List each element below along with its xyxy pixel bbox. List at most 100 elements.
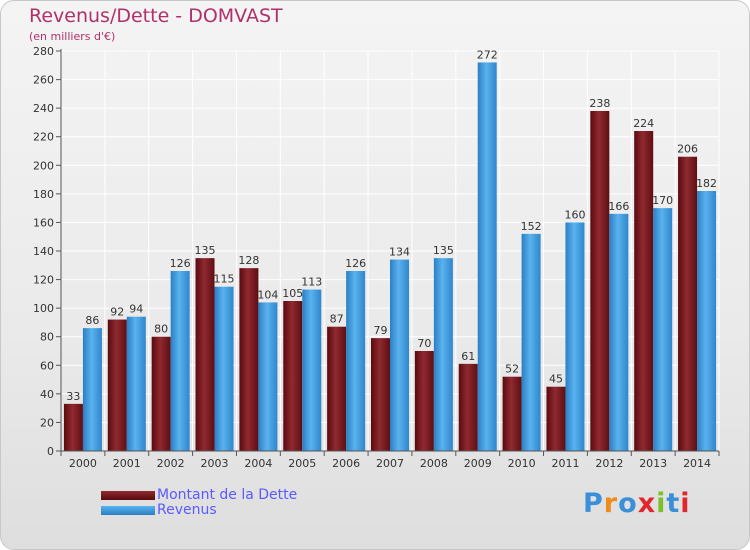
bar-debt bbox=[502, 376, 522, 451]
bar-debt bbox=[458, 363, 478, 451]
logo-letter: x bbox=[637, 488, 657, 519]
x-tick-label: 2014 bbox=[683, 457, 711, 470]
y-tick-label: 240 bbox=[33, 102, 54, 115]
data-label-debt: 33 bbox=[66, 390, 80, 403]
y-tick-label: 220 bbox=[33, 131, 54, 144]
bar-debt bbox=[634, 131, 654, 451]
data-label-debt: 105 bbox=[282, 287, 303, 300]
data-label-debt: 79 bbox=[374, 324, 388, 337]
x-tick-label: 2000 bbox=[69, 457, 97, 470]
x-tick-label: 2004 bbox=[244, 457, 272, 470]
x-tick-label: 2008 bbox=[420, 457, 448, 470]
y-axis: 0 20 40 60 80 100 120 140 160 180 200 220 240 260 280 bbox=[33, 45, 62, 458]
data-label-debt: 206 bbox=[677, 143, 698, 156]
data-label-revenue: 126 bbox=[170, 257, 191, 270]
y-tick-label: 40 bbox=[40, 388, 54, 401]
y-tick-label: 200 bbox=[33, 159, 54, 172]
x-tick-label: 2001 bbox=[113, 457, 141, 470]
data-label-debt: 52 bbox=[505, 363, 519, 376]
y-tick-label: 0 bbox=[47, 445, 54, 458]
bar-revenue bbox=[433, 258, 453, 451]
legend-item-debt: Montant de la Dette bbox=[101, 487, 297, 503]
y-tick-label: 80 bbox=[40, 331, 54, 344]
data-label-debt: 238 bbox=[589, 97, 610, 110]
bar-revenue bbox=[653, 208, 673, 451]
bar-revenue bbox=[126, 316, 146, 451]
data-label-revenue: 160 bbox=[564, 208, 585, 221]
y-tick-label: 160 bbox=[33, 216, 54, 229]
legend-label-debt: Montant de la Dette bbox=[157, 487, 298, 503]
bar-debt bbox=[195, 258, 215, 451]
legend-item-revenue: Revenus bbox=[101, 502, 217, 518]
bar-debt bbox=[327, 326, 347, 451]
data-label-debt: 70 bbox=[417, 337, 431, 350]
logo-letter: P bbox=[583, 488, 604, 519]
bar-revenue bbox=[609, 213, 629, 451]
bar-debt bbox=[283, 301, 303, 451]
y-tick-label: 140 bbox=[33, 245, 54, 258]
bar-revenue bbox=[82, 328, 102, 451]
logo-letter: r bbox=[603, 488, 619, 519]
x-tick-label: 2007 bbox=[376, 457, 404, 470]
logo-letter: t bbox=[666, 488, 681, 519]
bar-revenue bbox=[477, 62, 497, 452]
data-label-revenue: 113 bbox=[301, 276, 322, 289]
data-label-revenue: 135 bbox=[433, 244, 454, 257]
bar-revenue bbox=[170, 271, 190, 451]
data-label-revenue: 134 bbox=[389, 246, 410, 259]
x-tick-label: 2009 bbox=[464, 457, 492, 470]
bar-revenue bbox=[346, 271, 366, 451]
data-label-revenue: 126 bbox=[345, 257, 366, 270]
data-label-debt: 224 bbox=[633, 117, 654, 130]
data-label-debt: 80 bbox=[154, 323, 168, 336]
data-label-revenue: 272 bbox=[477, 48, 498, 61]
data-label-revenue: 182 bbox=[696, 177, 717, 190]
bar-debt bbox=[63, 403, 83, 451]
bar-debt bbox=[590, 111, 610, 451]
data-label-revenue: 115 bbox=[214, 273, 235, 286]
data-label-revenue: 170 bbox=[652, 194, 673, 207]
bars bbox=[63, 62, 717, 452]
data-label-revenue: 104 bbox=[257, 288, 278, 301]
x-tick-label: 2005 bbox=[288, 457, 316, 470]
y-tick-label: 260 bbox=[33, 74, 54, 87]
logo-letter: o bbox=[618, 488, 638, 519]
x-tick-label: 2003 bbox=[201, 457, 229, 470]
bar-debt bbox=[546, 386, 566, 451]
y-tick-label: 280 bbox=[33, 45, 54, 58]
x-tick-label: 2010 bbox=[508, 457, 536, 470]
bar-revenue bbox=[302, 289, 322, 451]
bar-debt bbox=[414, 351, 434, 451]
logo-letter: i bbox=[680, 488, 691, 519]
bar-revenue bbox=[258, 302, 278, 451]
bar-revenue bbox=[565, 222, 585, 451]
data-label-revenue: 152 bbox=[521, 220, 542, 233]
data-label-revenue: 86 bbox=[85, 314, 99, 327]
proxiti-logo: Proxiti bbox=[583, 488, 691, 519]
data-label-revenue: 166 bbox=[608, 200, 629, 213]
bar-debt bbox=[239, 268, 259, 451]
x-tick-label: 2012 bbox=[595, 457, 623, 470]
data-label-debt: 61 bbox=[461, 350, 475, 363]
bar-debt bbox=[371, 338, 390, 451]
y-tick-label: 180 bbox=[33, 188, 54, 201]
y-tick-label: 100 bbox=[33, 302, 54, 315]
y-tick-label: 20 bbox=[40, 416, 54, 429]
legend-swatch-revenue bbox=[101, 505, 155, 515]
x-axis: 2000 2001 2002 2003 2004 2005 2006 2007 2008 2009… bbox=[60, 450, 720, 470]
x-tick-label: 2011 bbox=[551, 457, 579, 470]
x-tick-label: 2006 bbox=[332, 457, 360, 470]
bar-revenue bbox=[521, 233, 541, 451]
bar-revenue bbox=[214, 286, 234, 451]
bar-revenue bbox=[697, 191, 717, 451]
data-label-debt: 128 bbox=[238, 254, 259, 267]
logo-letter: i bbox=[656, 488, 667, 519]
chart-subtitle: (en milliers d'€) bbox=[29, 30, 116, 43]
data-label-debt: 45 bbox=[549, 373, 563, 386]
x-tick-label: 2013 bbox=[639, 457, 667, 470]
chart-title: Revenus/Dette - DOMVAST bbox=[29, 5, 283, 27]
bar-debt bbox=[151, 336, 171, 451]
data-label-debt: 87 bbox=[330, 313, 344, 326]
data-label-revenue: 94 bbox=[129, 303, 143, 316]
